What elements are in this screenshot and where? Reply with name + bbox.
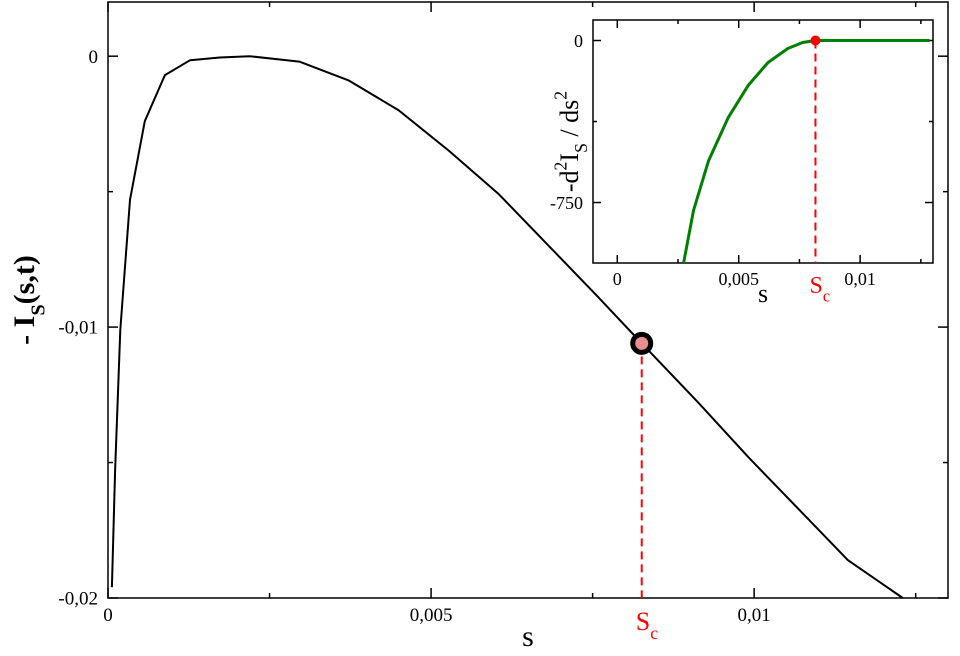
critical-label: Sc [809,273,830,305]
y-axis-label-part: 2 [550,91,570,100]
critical-label-part: S [636,607,650,636]
y-axis-label: - IS(s,t) [8,255,50,345]
y-axis-label: -d2IS / ds2 [550,91,591,192]
x-tick-label: 0,01 [844,269,876,289]
critical-label-part: c [823,286,830,305]
y-tick-label: 0 [89,47,99,68]
y-tick-label: -0,02 [58,589,98,610]
y-axis-label-part: 2 [550,162,570,171]
plot-frame [592,19,934,264]
x-tick-label: 0,005 [718,269,759,289]
critical-point [630,331,654,355]
y-axis-label-part: S [28,304,50,315]
x-axis-label: s [758,279,768,308]
critical-label-part: S [809,273,822,299]
y-axis-label-part: (s,t) [8,255,41,304]
y-tick-label: -0,01 [58,318,98,339]
x-axis-label: s [522,620,534,653]
y-tick-label: 0 [574,31,583,51]
y-axis-label-part: I [555,153,584,162]
y-axis-label-part: / ds [555,100,584,143]
y-axis-label-part: - I [8,316,41,345]
x-tick-label: 0 [613,269,622,289]
x-tick-label: 0,01 [738,605,771,626]
x-tick-label: 0,005 [410,605,453,626]
critical-label: Sc [636,607,658,643]
critical-point [810,35,821,46]
x-tick-label: 0 [103,605,113,626]
y-axis-label-part: -d [555,170,584,192]
y-axis-label-part: S [571,143,591,153]
critical-label-part: c [650,623,658,643]
data-line [682,39,930,264]
y-tick-label: -750 [550,193,583,213]
data-line [110,55,904,599]
